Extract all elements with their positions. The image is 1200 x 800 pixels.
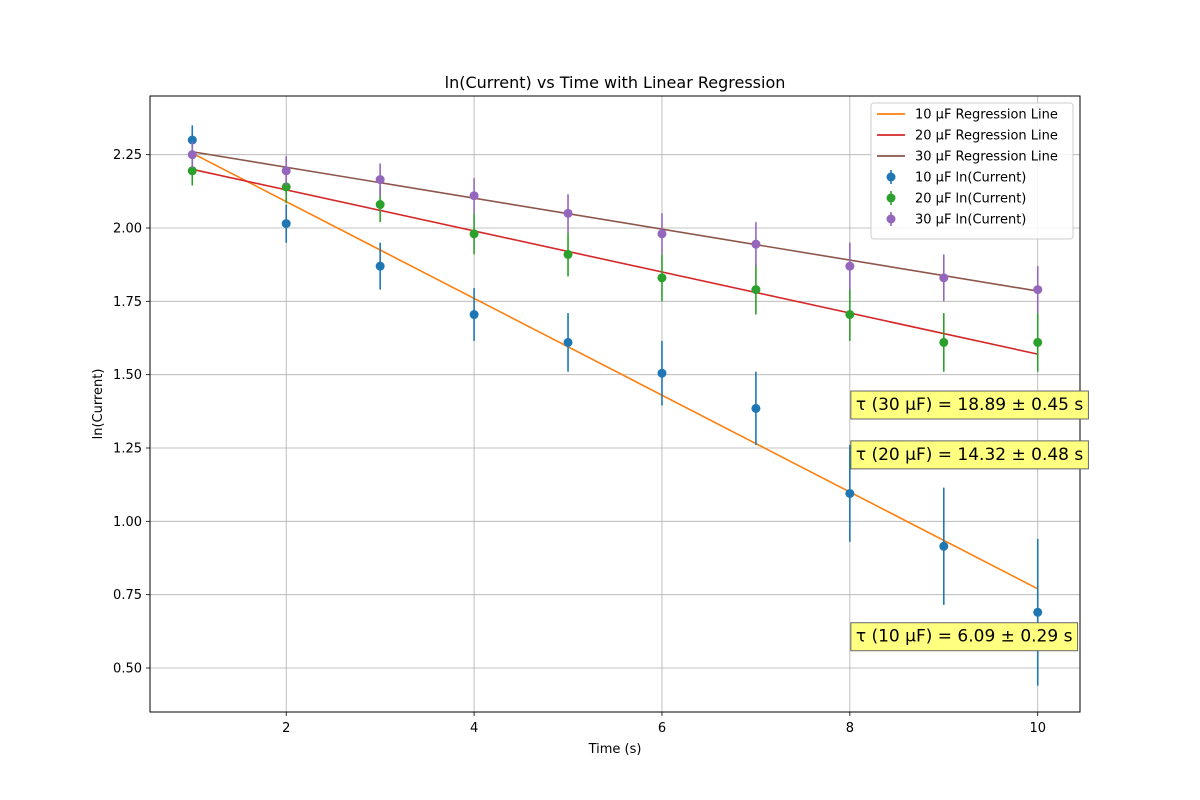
y-tick-label: 2.25 (113, 148, 142, 163)
data-points (187, 125, 1043, 686)
legend-label: 10 μF ln(Current) (915, 171, 1026, 186)
data-point (657, 229, 667, 239)
x-axis-ticks: 2 4 6 8 10 (282, 712, 1046, 736)
data-point (469, 191, 479, 201)
x-tick-label: 6 (658, 721, 666, 736)
x-tick-label: 8 (846, 721, 854, 736)
data-point (563, 249, 573, 259)
data-point (281, 166, 291, 176)
legend-item: 10 μF ln(Current) (886, 170, 1026, 186)
x-tick-label: 2 (282, 721, 290, 736)
data-point (845, 310, 855, 320)
y-axis-ticks: 0.50 0.75 1.00 1.25 1.50 1.75 2.00 2.25 (113, 148, 150, 677)
annotation-box (850, 440, 1089, 470)
data-point (939, 337, 949, 347)
annotations: τ (30 μF) = 18.89 ± 0.45 s τ (20 μF) = 14… (850, 390, 1089, 652)
legend-item: 20 μF ln(Current) (886, 191, 1026, 207)
series-2-points (187, 156, 1043, 372)
y-tick-label: 1.00 (113, 515, 142, 530)
y-tick-label: 2.00 (113, 222, 142, 237)
data-point (281, 182, 291, 192)
data-point (375, 261, 385, 271)
data-point (187, 135, 197, 145)
legend-label: 20 μF Regression Line (915, 129, 1058, 144)
y-tick-label: 1.75 (113, 295, 142, 310)
data-point (1033, 607, 1043, 617)
series-1-points (187, 125, 1043, 686)
data-point (1033, 285, 1043, 295)
legend-marker-icon (886, 193, 896, 203)
x-axis-label: Time (s) (588, 742, 642, 757)
legend-label: 30 μF Regression Line (915, 150, 1058, 165)
legend-item: 30 μF ln(Current) (886, 212, 1026, 228)
legend-item: 10 μF Regression Line (877, 108, 1058, 123)
data-point (657, 273, 667, 283)
regression-lines (191, 150, 1039, 590)
tau-annotation-3: τ (10 μF) = 6.09 ± 0.29 s (850, 622, 1079, 652)
legend-item: 30 μF Regression Line (877, 150, 1058, 165)
data-point (939, 273, 949, 283)
data-point (751, 239, 761, 249)
data-point (845, 488, 855, 498)
annotation-text: τ (10 μF) = 6.09 ± 0.29 s (856, 627, 1073, 647)
annotation-box (850, 390, 1089, 420)
legend-item: 20 μF Regression Line (877, 129, 1058, 144)
y-tick-label: 0.50 (113, 662, 142, 677)
data-point (187, 166, 197, 176)
tau-annotation-1: τ (30 μF) = 18.89 ± 0.45 s (850, 390, 1089, 420)
regression-line-3 (192, 150, 1038, 292)
tau-annotation-2: τ (20 μF) = 14.32 ± 0.48 s (850, 440, 1089, 470)
legend: 10 μF Regression Line 20 μF Regression Li… (870, 102, 1074, 240)
legend-label: 10 μF Regression Line (915, 108, 1058, 123)
legend-marker-icon (886, 214, 896, 224)
y-tick-label: 0.75 (113, 588, 142, 603)
legend-marker-icon (886, 172, 896, 182)
regression-line-1 (191, 152, 1039, 590)
data-point (469, 310, 479, 320)
legend-box (870, 102, 1074, 240)
data-point (281, 219, 291, 229)
data-point (563, 337, 573, 347)
annotation-text: τ (20 μF) = 14.32 ± 0.48 s (856, 445, 1084, 465)
annotation-box (850, 622, 1079, 652)
y-axis-label: ln(Current) (91, 369, 106, 440)
data-point (657, 368, 667, 378)
data-point (375, 200, 385, 210)
x-tick-label: 4 (470, 721, 478, 736)
chart-title: ln(Current) vs Time with Linear Regressi… (445, 73, 786, 92)
data-point (845, 261, 855, 271)
annotation-text: τ (30 μF) = 18.89 ± 0.45 s (856, 395, 1084, 415)
y-tick-label: 1.25 (113, 442, 142, 457)
data-point (375, 175, 385, 185)
legend-label: 30 μF ln(Current) (915, 213, 1026, 228)
series-3-points (187, 141, 1043, 314)
data-point (187, 150, 197, 160)
regression-line-2 (192, 168, 1038, 355)
data-point (469, 229, 479, 239)
data-point (563, 208, 573, 218)
y-tick-label: 1.50 (113, 368, 142, 383)
data-point (751, 403, 761, 413)
data-point (939, 541, 949, 551)
legend-label: 20 μF ln(Current) (915, 192, 1026, 207)
data-point (1033, 337, 1043, 347)
x-tick-label: 10 (1029, 721, 1046, 736)
data-point (751, 285, 761, 295)
